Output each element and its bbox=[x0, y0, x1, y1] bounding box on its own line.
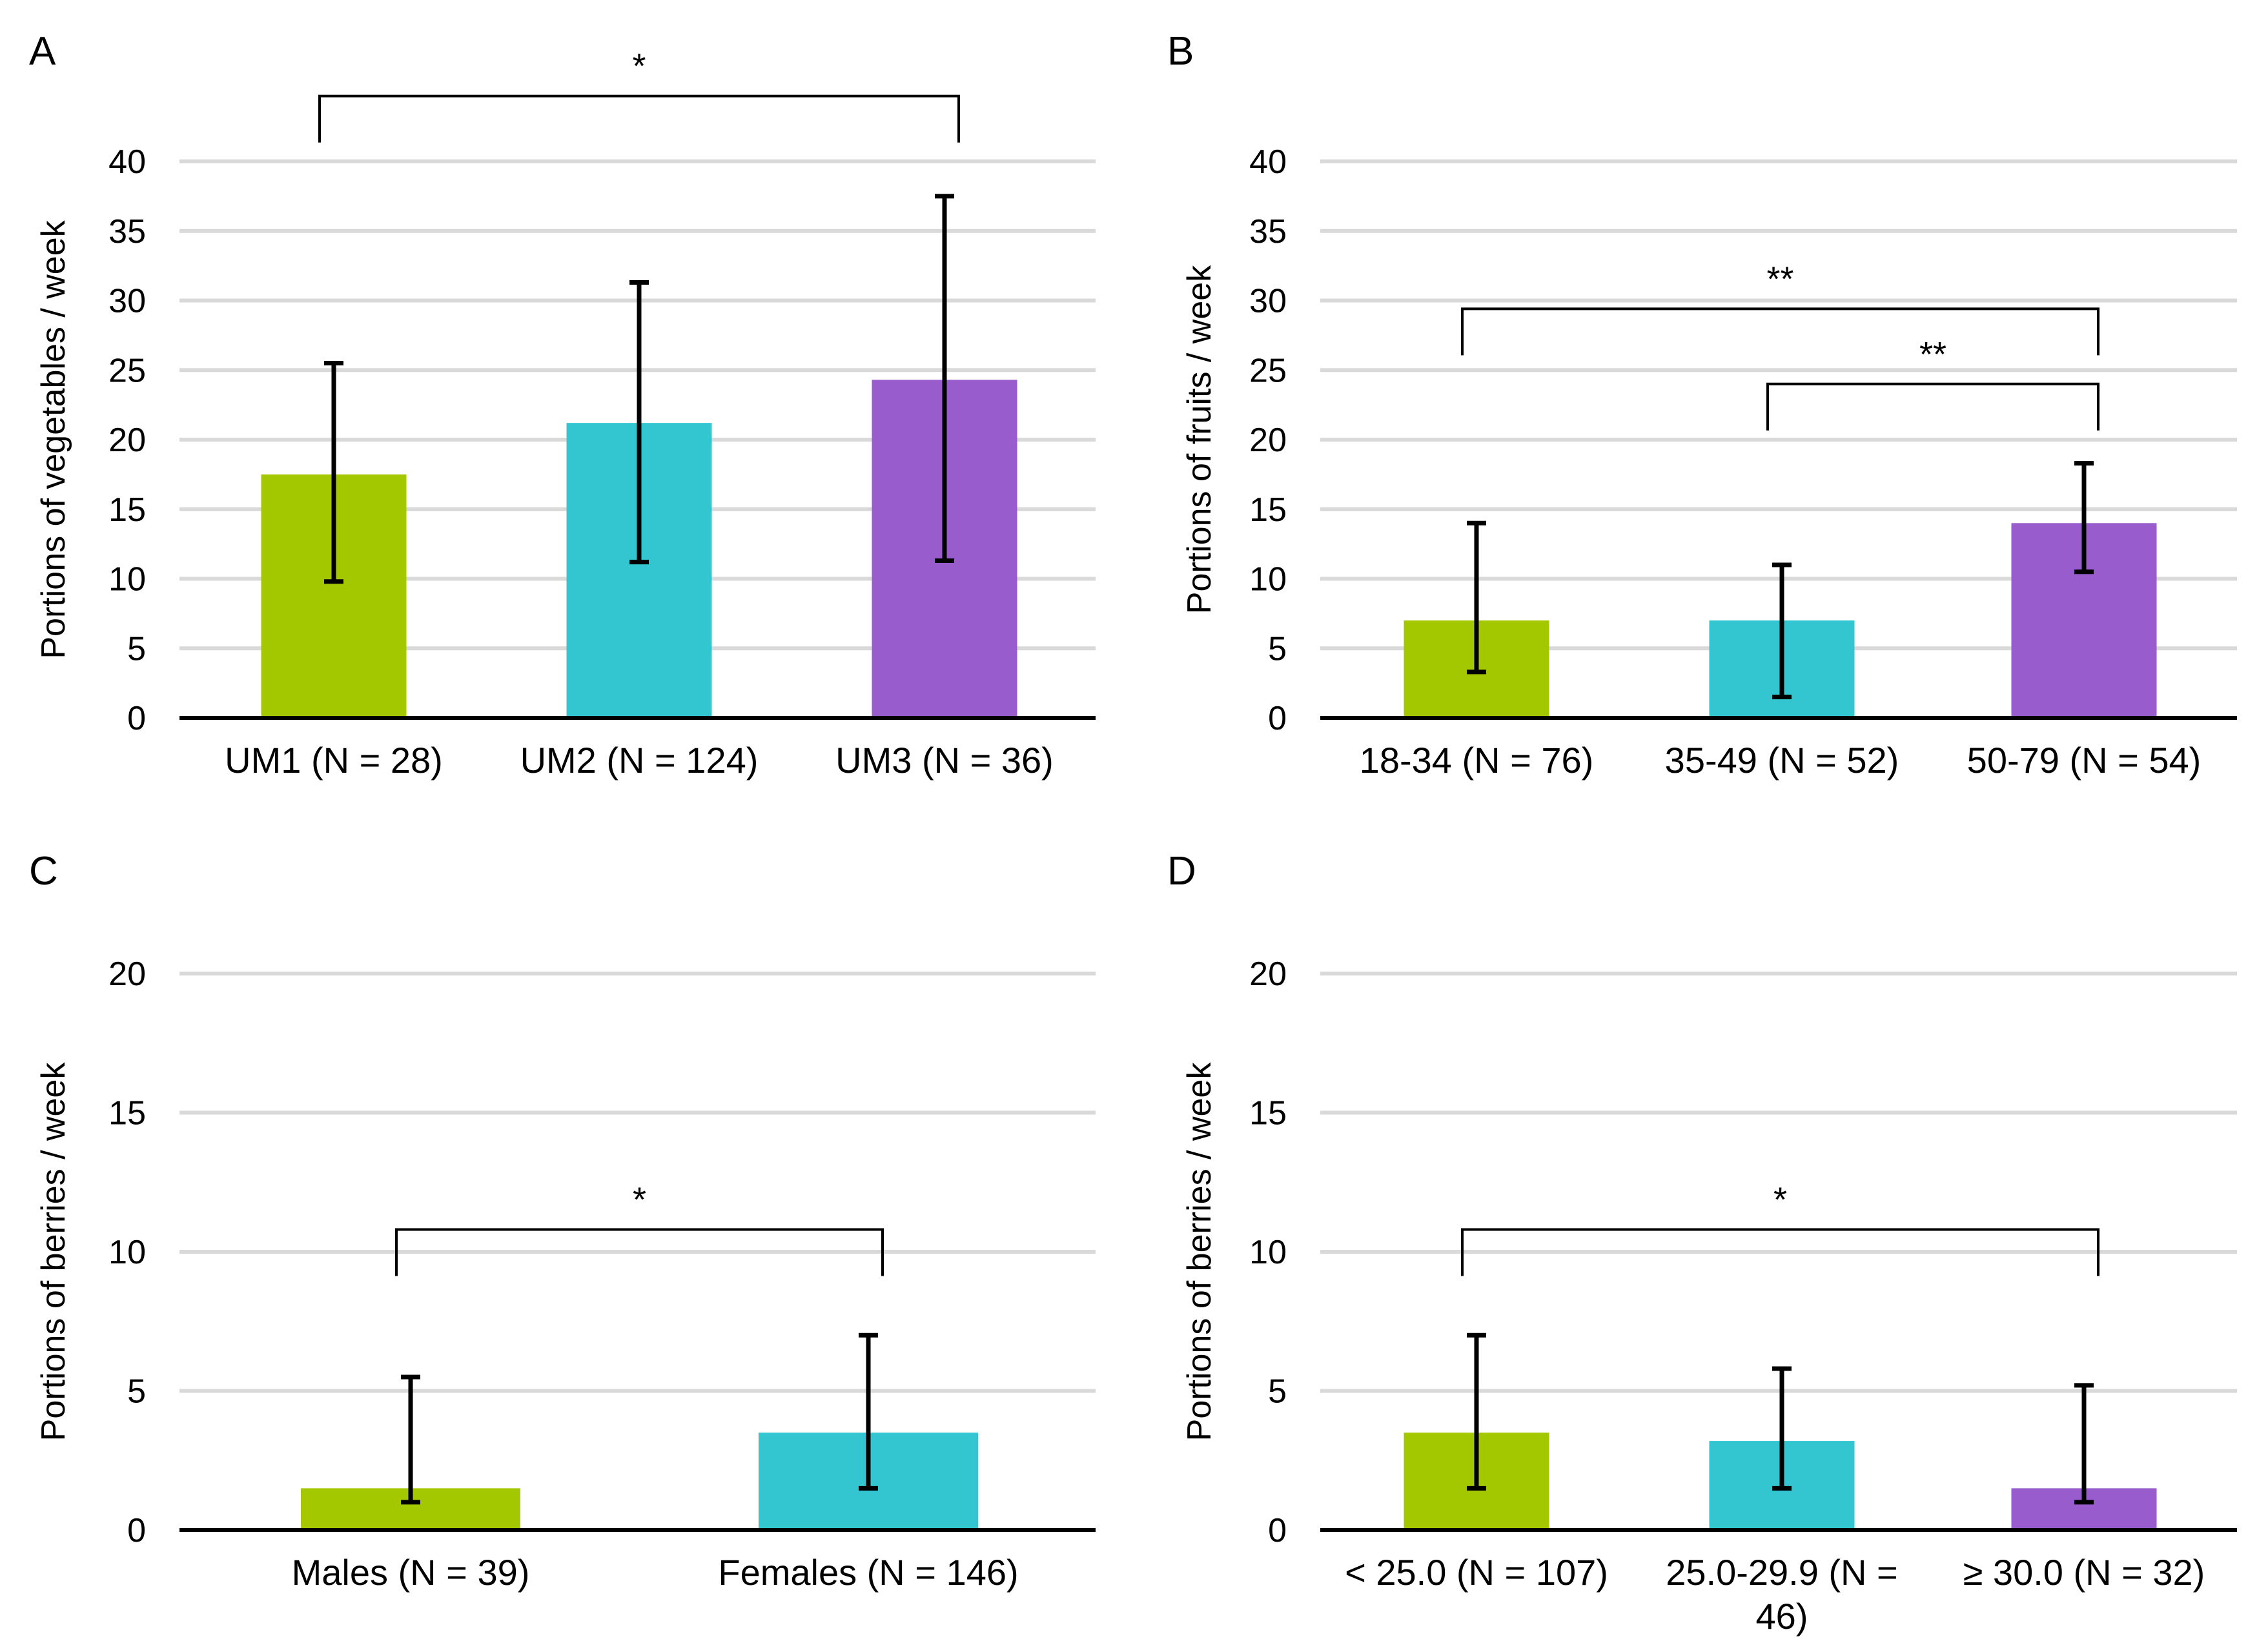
x-tick-label: 25.0-29.9 (N = 46) bbox=[1666, 1552, 1898, 1637]
y-tick-label: 0 bbox=[1268, 700, 1287, 737]
x-tick-label: UM1 (N = 28) bbox=[225, 740, 443, 781]
error-bar-2 bbox=[1772, 1366, 1792, 1491]
y-tick-label: 15 bbox=[108, 1095, 146, 1132]
x-tick-label: Males (N = 39) bbox=[292, 1552, 530, 1593]
x-tick-label: 50-79 (N = 54) bbox=[1967, 740, 2202, 781]
panel-letter-c: C bbox=[29, 849, 58, 893]
y-tick-label: 30 bbox=[1249, 283, 1287, 320]
significance-label: ** bbox=[1766, 260, 1793, 298]
chart-panel-a: A 0 5 10 15 20 25 30 35 40 Portions of vegetables … bbox=[29, 29, 1096, 781]
chart-panel-c: C 0 5 10 15 20 Portions of berries / week Males… bbox=[29, 849, 1096, 1593]
significance-label: * bbox=[632, 47, 646, 86]
significance-bracket-1 bbox=[395, 1228, 884, 1276]
y-tick-label: 5 bbox=[127, 1373, 146, 1411]
x-tick-label: Females (N = 146) bbox=[718, 1552, 1018, 1593]
significance-bracket-1 bbox=[318, 94, 960, 143]
significance-label: * bbox=[633, 1181, 646, 1219]
error-bar-1 bbox=[1467, 520, 1486, 675]
significance-bracket-1 bbox=[1461, 1228, 2099, 1276]
y-tick-label: 35 bbox=[108, 213, 146, 250]
error-bar-1 bbox=[401, 1374, 420, 1505]
y-tick-label: 30 bbox=[108, 283, 146, 320]
chart-panel-d: D 0 5 10 15 20 Portions of berries / week < 25.… bbox=[1167, 849, 2237, 1637]
error-bar-1 bbox=[1467, 1332, 1486, 1491]
significance-bracket-2 bbox=[1766, 382, 2099, 431]
error-bar-3 bbox=[2074, 461, 2094, 575]
y-tick-label: 10 bbox=[108, 1234, 146, 1271]
significance-label: ** bbox=[1919, 335, 1946, 374]
significance-bracket-1 bbox=[1461, 307, 2099, 356]
error-bar-3 bbox=[2074, 1383, 2094, 1505]
y-tick-label: 5 bbox=[1268, 630, 1287, 668]
x-tick-label: UM3 (N = 36) bbox=[835, 740, 1054, 781]
y-tick-label: 40 bbox=[108, 143, 146, 181]
y-tick-label: 0 bbox=[127, 700, 146, 737]
y-tick-label: 15 bbox=[108, 491, 146, 529]
y-tick-label: 0 bbox=[127, 1512, 146, 1549]
y-tick-label: 5 bbox=[127, 630, 146, 668]
y-axis-label: Portions of vegetables / week bbox=[35, 219, 72, 658]
y-tick-label: 25 bbox=[108, 352, 146, 389]
y-tick-label: 10 bbox=[1249, 1234, 1287, 1271]
x-tick-label: ≥ 30.0 (N = 32) bbox=[1963, 1552, 2205, 1593]
y-tick-label: 20 bbox=[1249, 422, 1287, 459]
y-tick-label: 10 bbox=[1249, 561, 1287, 598]
y-tick-label: 35 bbox=[1249, 213, 1287, 250]
significance-label: * bbox=[1773, 1181, 1787, 1219]
error-bar-2 bbox=[859, 1332, 878, 1491]
error-bar-1 bbox=[324, 360, 343, 584]
y-tick-label: 5 bbox=[1268, 1373, 1287, 1411]
y-tick-label: 15 bbox=[1249, 491, 1287, 529]
y-tick-label: 20 bbox=[108, 955, 146, 993]
y-axis-label: Portions of berries / week bbox=[35, 1062, 72, 1442]
y-axis-label: Portions of berries / week bbox=[1181, 1062, 1218, 1442]
x-tick-label: UM2 (N = 124) bbox=[520, 740, 759, 781]
panel-letter-a: A bbox=[29, 29, 56, 74]
y-tick-label: 40 bbox=[1249, 143, 1287, 181]
y-tick-label: 25 bbox=[1249, 352, 1287, 389]
x-tick-label: 35-49 (N = 52) bbox=[1665, 740, 1899, 781]
panel-letter-d: D bbox=[1167, 849, 1196, 893]
x-tick-label: 18-34 (N = 76) bbox=[1360, 740, 1594, 781]
y-tick-label: 20 bbox=[1249, 955, 1287, 993]
y-tick-label: 20 bbox=[108, 422, 146, 459]
panel-letter-b: B bbox=[1167, 29, 1194, 74]
chart-panel-b: B 0 5 10 15 20 25 30 35 40 Portions of fruits / we… bbox=[1167, 29, 2237, 781]
x-tick-label: < 25.0 (N = 107) bbox=[1345, 1552, 1608, 1593]
y-axis-label: Portions of fruits / week bbox=[1181, 265, 1218, 614]
y-tick-label: 0 bbox=[1268, 1512, 1287, 1549]
error-bar-2 bbox=[1772, 562, 1792, 700]
y-tick-label: 10 bbox=[108, 561, 146, 598]
error-bar-2 bbox=[629, 280, 649, 565]
error-bar-3 bbox=[935, 194, 954, 563]
y-tick-label: 15 bbox=[1249, 1095, 1287, 1132]
